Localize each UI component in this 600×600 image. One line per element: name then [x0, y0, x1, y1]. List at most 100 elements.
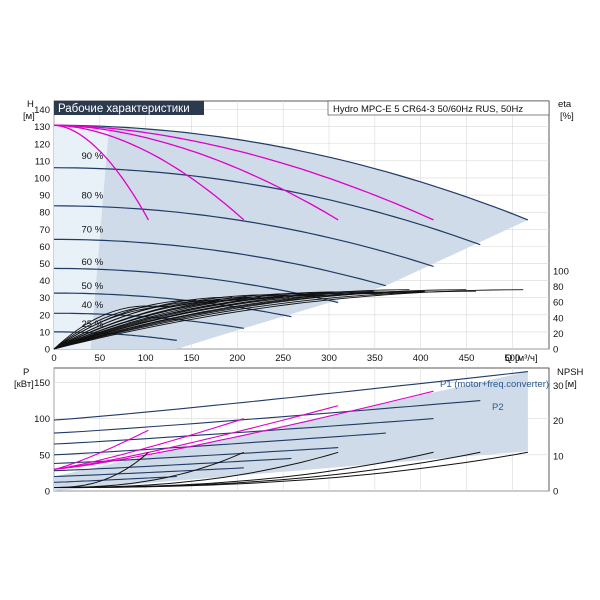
- pump-power-curve: [53, 390, 434, 470]
- y-tick-label: 70: [39, 225, 50, 236]
- speed-label: 70 %: [82, 225, 104, 236]
- speed-curve: [53, 205, 434, 267]
- pump-power-curve: [53, 418, 244, 470]
- power-curve: [53, 400, 481, 434]
- y-tick-label: 120: [34, 139, 50, 150]
- power-tick-label: 50: [39, 450, 50, 461]
- speed-label: 60 %: [82, 257, 104, 268]
- x-axis-label: Q [м³/ч]: [505, 353, 538, 364]
- x-tick-label: 0: [51, 353, 56, 364]
- npsh-tick-label: 0: [553, 487, 558, 498]
- efficiency-curve: [53, 299, 242, 350]
- efficiency-curve: [53, 296, 290, 350]
- p1-series-label: P1 (motor+freq.converter): [440, 379, 549, 390]
- x-tick-label: 250: [275, 353, 291, 364]
- pump-count-curve: [53, 124, 149, 221]
- efficiency-curve: [53, 305, 161, 350]
- speed-label: 50 %: [82, 281, 104, 292]
- x-tick-label: 400: [413, 353, 429, 364]
- power-tick-label: 100: [34, 414, 50, 425]
- pump-power-curve: [53, 429, 149, 470]
- top-curves: 100 %90 %80 %70 %60 %50 %40 %25 %: [53, 107, 529, 350]
- power-curve: [53, 371, 528, 421]
- speed-curve: [53, 167, 481, 246]
- speed-label: 80 %: [82, 190, 104, 201]
- p2-series-label: P2: [492, 402, 504, 413]
- efficiency-curve: [53, 290, 425, 350]
- power-curve: [53, 418, 434, 445]
- y-tick-label: 30: [39, 293, 50, 304]
- y2-tick-label: 100: [553, 267, 569, 278]
- model-label: Hydro MPC-E 5 CR64-3 50/60Hz RUS, 50Hz: [333, 104, 523, 115]
- y-tick-label: 130: [34, 122, 50, 133]
- npsh-tick-label: 30: [553, 381, 564, 392]
- y-tick-label: 20: [39, 310, 50, 321]
- power-curve: [53, 447, 339, 465]
- x-tick-label: 100: [138, 353, 154, 364]
- power-tick-label: 150: [34, 378, 50, 389]
- npsh-axis-label: NPSH: [557, 367, 584, 378]
- efficiency-curve: [53, 305, 176, 350]
- chart-title: Рабочие характеристики: [58, 103, 190, 115]
- power-range-area: [54, 371, 528, 491]
- efficiency-curve: [53, 305, 147, 350]
- power-curve: [53, 467, 244, 478]
- y2-tick-label: 40: [553, 313, 564, 324]
- y-tick-label: 60: [39, 242, 50, 253]
- y2-tick-label: 80: [553, 282, 564, 293]
- top-panel: 100 %90 %80 %70 %60 %50 %40 %25 % 050100…: [23, 99, 574, 364]
- y2-tick-label: 0: [553, 345, 558, 356]
- y-axis-label: H: [27, 99, 34, 110]
- npsh-tick-label: 10: [553, 451, 564, 462]
- x-tick-label: 450: [459, 353, 475, 364]
- npsh-tick-label: 20: [553, 416, 564, 427]
- x-tick-label: 350: [367, 353, 383, 364]
- power-curve: [53, 432, 386, 456]
- power-curve: [53, 475, 177, 483]
- x-tick-label: 500: [504, 353, 520, 364]
- x-tick-label: 300: [321, 353, 337, 364]
- operating-envelope: [54, 125, 528, 349]
- y2-tick-label: 60: [553, 298, 564, 309]
- y2-axis-unit: [%]: [560, 111, 574, 122]
- npsh-curve: [54, 451, 528, 488]
- efficiency-curve: [53, 299, 220, 350]
- npsh-axis-unit: [м]: [565, 379, 577, 390]
- efficiency-curve: [53, 294, 336, 350]
- speed-label: 25 %: [82, 319, 104, 330]
- power-envelope: [54, 371, 528, 491]
- title-box: [54, 101, 204, 115]
- efficiency-curve: [53, 290, 477, 350]
- speed-curve: [53, 267, 339, 304]
- y-tick-label: 10: [39, 327, 50, 338]
- top-ticks: 0 50 100 150 200 250 300 350 400 450 5000102030405…: [34, 105, 569, 364]
- power-axis-label: P: [23, 367, 29, 378]
- x-tick-label: 200: [229, 353, 245, 364]
- y-tick-label: 100: [34, 173, 50, 184]
- efficiency-curve: [53, 290, 374, 350]
- y-tick-label: 50: [39, 259, 50, 270]
- pump-count-curve: [53, 124, 339, 221]
- power-axis-unit: [кВт]: [14, 379, 34, 390]
- speed-label: 40 %: [82, 300, 104, 311]
- speed-curve: [54, 238, 386, 287]
- y2-axis-label: eta: [558, 99, 572, 110]
- y-tick-label: 90: [39, 191, 50, 202]
- speed-curve: [54, 124, 529, 221]
- bottom-ticks: 0 50 100 150 0 10 20 30: [34, 378, 563, 498]
- pump-count-curve: [53, 124, 245, 221]
- model-label-box: [327, 100, 550, 116]
- pump-count-curve: [53, 124, 434, 221]
- x-tick-label: 50: [95, 353, 106, 364]
- speed-label: 90 %: [82, 151, 104, 162]
- y-axis-unit: [м]: [23, 111, 35, 122]
- y-tick-label: 140: [34, 105, 50, 116]
- y-tick-label: 0: [45, 345, 50, 356]
- y-tick-label: 80: [39, 208, 50, 219]
- power-tick-label: 0: [45, 487, 50, 498]
- bottom-curves: [53, 371, 528, 488]
- y-tick-label: 110: [35, 156, 50, 167]
- pump-power-curve: [53, 405, 339, 470]
- y2-tick-label: 20: [553, 329, 564, 340]
